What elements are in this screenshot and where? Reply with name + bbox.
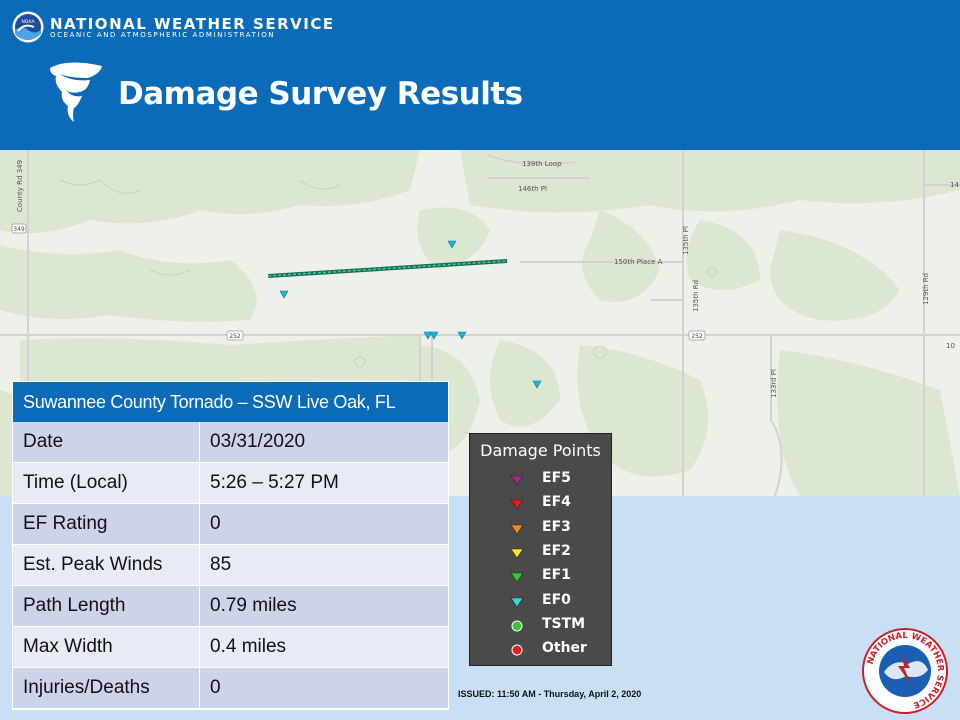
summary-row: Time (Local) 5:26 – 5:27 PM [13, 463, 448, 504]
triangle-marker-icon [510, 475, 524, 486]
road-label-135th-pl: 135th Pl [682, 226, 690, 255]
summary-row: EF Rating 0 [13, 504, 448, 545]
tornado-track[interactable] [267, 259, 508, 278]
summary-row: Est. Peak Winds 85 [13, 545, 448, 586]
damage-map[interactable]: 139th Loop 146th Pl 150th Place A County… [0, 150, 960, 496]
summary-title: Suwannee County Tornado – SSW Live Oak, … [13, 382, 448, 422]
legend-item-label: EF2 [542, 542, 571, 559]
noaa-logo-text: NOAA [21, 19, 35, 25]
triangle-marker-icon [510, 597, 524, 608]
damage-point-ef0[interactable] [279, 290, 289, 299]
road-label-edge-14: 14 [950, 181, 959, 189]
road-label-129th-rd: 129th Rd [922, 273, 930, 305]
summary-row-value: 0.4 miles [200, 627, 448, 667]
summary-row-label: Injuries/Deaths [13, 668, 199, 708]
triangle-marker-icon [510, 572, 524, 583]
triangle-marker-icon [510, 499, 524, 510]
road-label-county-rd-349: County Rd 349 [16, 160, 24, 212]
svg-text:252: 252 [691, 333, 703, 340]
summary-row-label: EF Rating [13, 504, 199, 544]
summary-row-value: 0 [200, 668, 448, 708]
road-label-139th-loop: 139th Loop [522, 160, 562, 168]
summary-row: Max Width 0.4 miles [13, 627, 448, 668]
svg-text:252: 252 [229, 333, 241, 340]
legend-item-label: EF4 [542, 494, 571, 511]
legend-item-label: EF3 [542, 518, 571, 535]
legend-item-label: TSTM [542, 615, 586, 632]
road-label-135th-rd: 135th Rd [692, 280, 700, 312]
road-label-146th-pl: 146th Pl [518, 185, 547, 193]
tornado-icon [50, 62, 102, 122]
summary-row-value: 0 [200, 504, 448, 544]
summary-row-label: Date [13, 422, 199, 462]
legend-item-label: Other [542, 640, 587, 657]
road-shield-252-west: 252 [226, 330, 244, 341]
triangle-marker-icon [510, 524, 524, 535]
road-label-133rd-pl: 133rd Pl [770, 369, 778, 398]
road-label-150th-place-a: 150th Place A [614, 258, 663, 266]
noaa-logo-icon: NOAA [12, 11, 44, 43]
legend-item-label: EF1 [542, 567, 571, 584]
svg-text:349: 349 [13, 226, 25, 233]
summary-row-value: 5:26 – 5:27 PM [200, 463, 448, 503]
summary-row-label: Path Length [13, 586, 199, 626]
page-title: Damage Survey Results [118, 76, 523, 112]
summary-row-value: 85 [200, 545, 448, 585]
agency-subtitle: OCEANIC AND ATMOSPHERIC ADMINISTRATION [50, 31, 276, 39]
summary-row: Injuries/Deaths 0 [13, 668, 448, 709]
legend-item-label: EF5 [542, 470, 571, 486]
summary-row-value: 03/31/2020 [200, 422, 448, 462]
summary-row: Path Length 0.79 miles [13, 586, 448, 627]
summary-row: Date 03/31/2020 [13, 422, 448, 463]
circle-marker-icon [511, 644, 523, 656]
damage-point-ef0[interactable] [447, 240, 457, 249]
damage-points-legend: Damage Points EF5 EF4 EF3 EF2 EF1 EF0 TSTM Othe… [469, 433, 612, 666]
circle-marker-icon [511, 620, 523, 632]
summary-row-label: Time (Local) [13, 463, 199, 503]
header-band: NOAA NATIONAL WEATHER SERVICE OCEANIC AN… [0, 0, 960, 150]
summary-row-value: 0.79 miles [200, 586, 448, 626]
issued-timestamp: ISSUED: 11:50 AM - Thursday, April 2, 20… [458, 689, 642, 699]
triangle-marker-icon [510, 548, 524, 559]
tornado-summary-table: Suwannee County Tornado – SSW Live Oak, … [12, 381, 449, 710]
damage-point-ef0[interactable] [423, 331, 433, 340]
legend-item-label: EF0 [542, 591, 571, 608]
nws-seal-icon: NATIONAL WEATHER SERVICE [862, 628, 948, 714]
summary-row-label: Est. Peak Winds [13, 545, 199, 585]
road-label-edge-10: 10 [946, 342, 955, 350]
agency-name: NATIONAL WEATHER SERVICE [50, 15, 335, 33]
road-shield-252-east: 252 [688, 330, 706, 341]
damage-point-ef0[interactable] [429, 331, 439, 340]
road-shield-349: 349 [11, 223, 27, 234]
legend-title: Damage Points [480, 441, 601, 460]
damage-point-ef0[interactable] [457, 331, 467, 340]
damage-point-ef0[interactable] [532, 380, 542, 389]
summary-row-label: Max Width [13, 627, 199, 667]
